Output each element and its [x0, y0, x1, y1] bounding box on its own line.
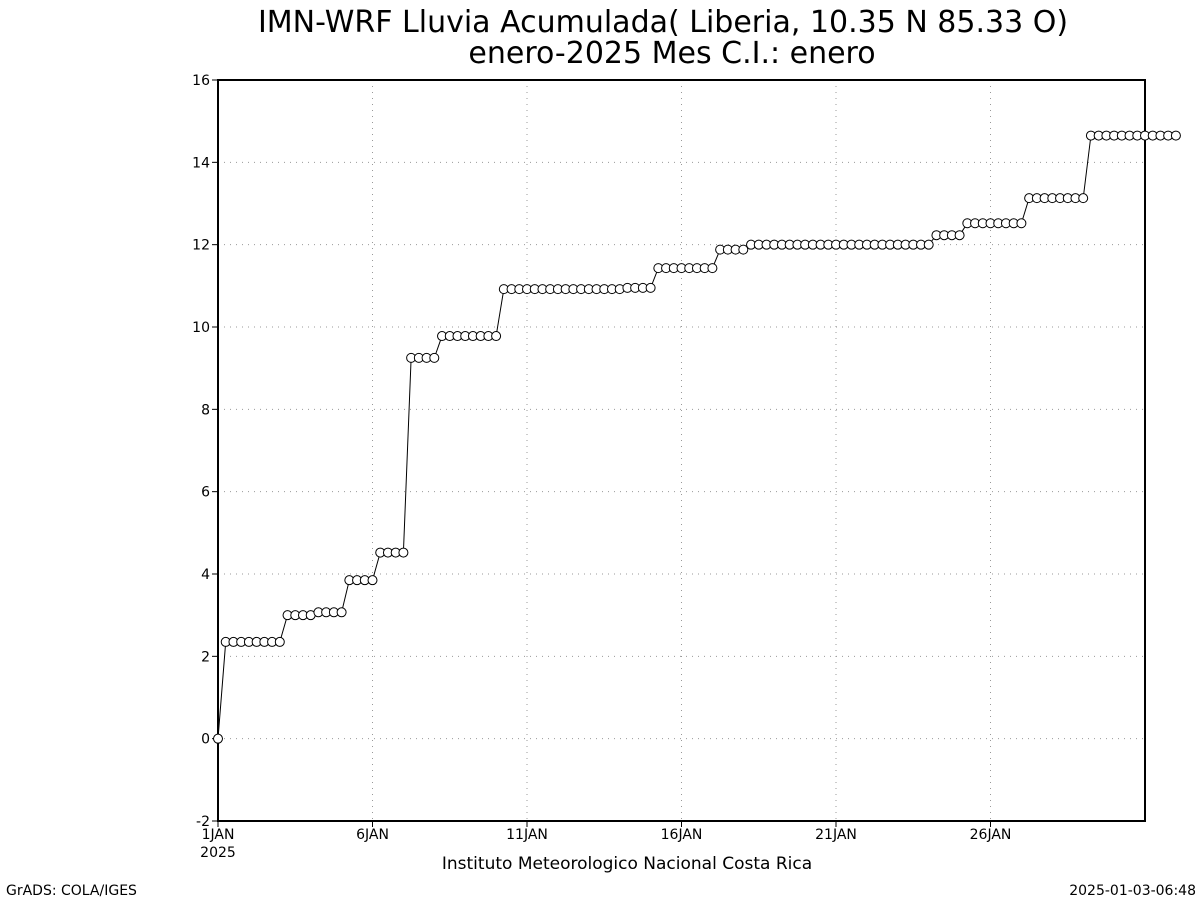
data-point — [336, 607, 347, 618]
x-axis-label: Instituto Meteorologico Nacional Costa R… — [442, 854, 812, 874]
footer-right: 2025-01-03-06:48 — [1069, 883, 1196, 899]
x-tick-label: 21JAN — [815, 827, 857, 843]
data-point — [1016, 218, 1027, 229]
y-tick-label: 16 — [192, 73, 210, 89]
x-tick-sublabel: 2025 — [200, 845, 236, 861]
y-tick-label: 10 — [192, 320, 210, 336]
y-tick-label: 14 — [192, 155, 210, 171]
chart-title: IMN-WRF Lluvia Acumulada( Liberia, 10.35… — [258, 5, 1068, 40]
data-point — [429, 352, 440, 363]
data-point — [707, 263, 718, 274]
x-tick-label: 1JAN — [202, 827, 235, 843]
chart-subtitle: enero-2025 Mes C.I.: enero — [468, 36, 875, 71]
y-axis: -2 0 2 4 6 8 10 12 14 16 — [192, 73, 218, 830]
y-tick-label: 2 — [201, 649, 210, 665]
y-tick-label: 12 — [192, 238, 210, 254]
data-point — [398, 547, 409, 558]
data-point — [367, 575, 378, 586]
series-line — [217, 135, 1176, 739]
data-point — [645, 282, 656, 293]
y-tick-label: 6 — [201, 485, 210, 501]
data-point — [491, 331, 502, 342]
series-markers — [213, 130, 1181, 744]
data-point — [274, 636, 285, 647]
grid — [218, 80, 1145, 821]
data-point — [923, 239, 934, 250]
data-point — [1170, 130, 1181, 141]
y-tick-label: 0 — [201, 732, 210, 748]
data-point — [954, 230, 965, 241]
data-point — [213, 733, 223, 744]
footer-left: GrADS: COLA/IGES — [6, 883, 137, 899]
x-tick-label: 26JAN — [970, 827, 1012, 843]
y-tick-label: -2 — [196, 814, 210, 830]
x-axis: 1JAN 2025 6JAN 11JAN 16JAN 21JAN 26JAN — [200, 821, 1011, 861]
plot-frame — [217, 79, 1146, 822]
x-tick-label: 16JAN — [661, 827, 703, 843]
y-tick-label: 8 — [201, 402, 210, 418]
data-point — [738, 244, 749, 255]
data-point — [1078, 193, 1089, 204]
x-tick-label: 11JAN — [506, 827, 548, 843]
y-tick-label: 4 — [201, 567, 210, 583]
x-tick-label: 6JAN — [356, 827, 389, 843]
